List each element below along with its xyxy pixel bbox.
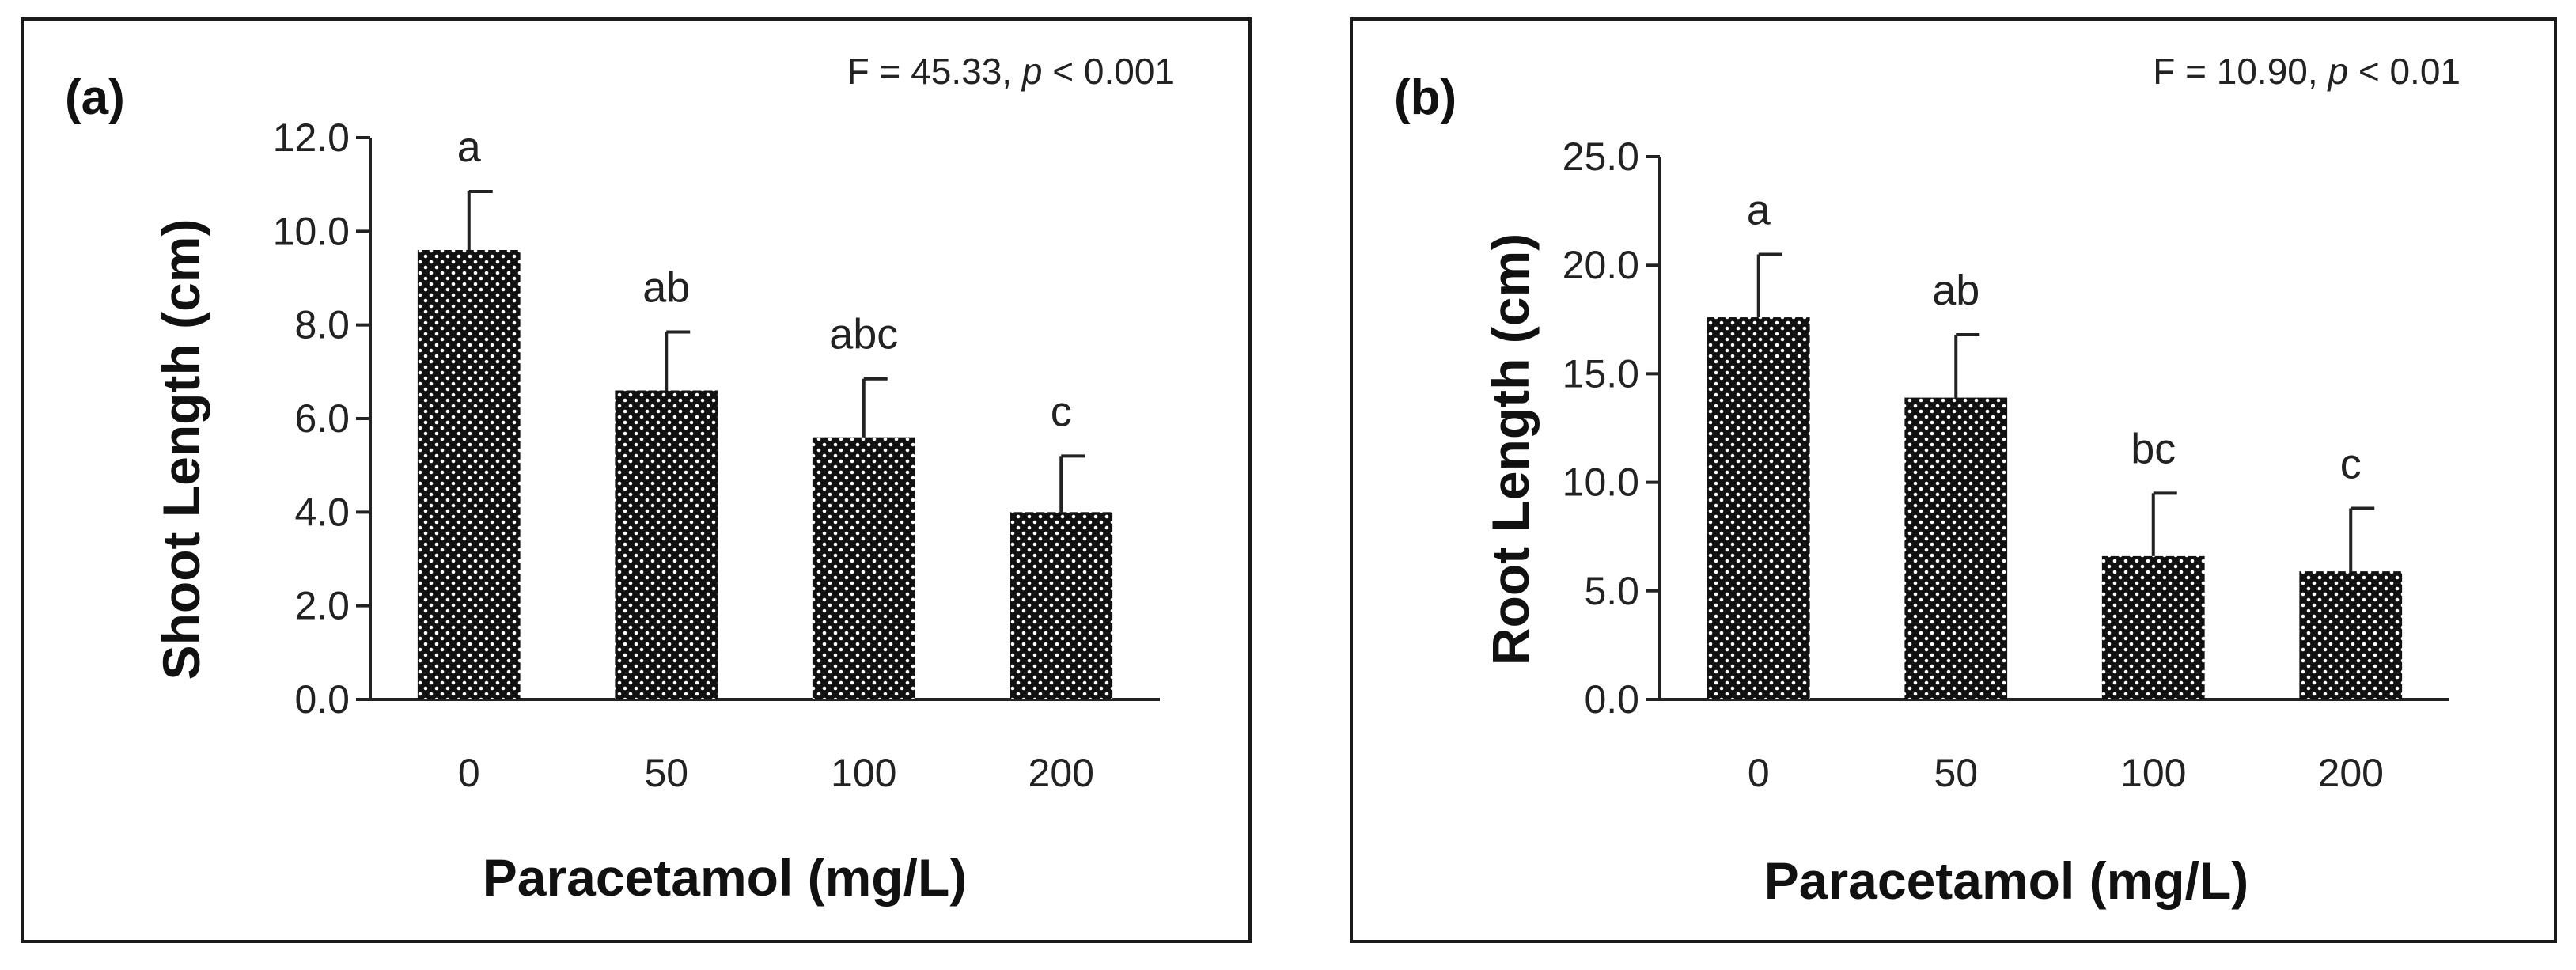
y-tick-label: 6.0 bbox=[294, 396, 350, 441]
x-axis-label: Paracetamol (mg/L) bbox=[1764, 851, 2249, 910]
bar bbox=[2299, 571, 2403, 699]
significance-letter: a bbox=[457, 123, 482, 171]
significance-letter: abc bbox=[829, 311, 898, 358]
x-tick-label: 0 bbox=[1748, 751, 1770, 795]
plot-area: 0.0 5.0 10.0 15.0 20.0 25.0 a 0 ab 50 bc 100 c 200 bbox=[1563, 135, 2449, 795]
bar bbox=[417, 250, 521, 699]
bar bbox=[1707, 317, 1810, 699]
significance-letter: ab bbox=[1932, 267, 1979, 314]
y-tick-label: 0.0 bbox=[294, 677, 350, 722]
y-tick-label: 10.0 bbox=[273, 209, 350, 253]
stat-annotation: F = 10.90, p < 0.01 bbox=[2153, 51, 2460, 92]
stat-p: p bbox=[2326, 51, 2348, 92]
y-tick-label: 15.0 bbox=[1563, 351, 1639, 396]
panel-label: (a) bbox=[65, 70, 125, 125]
chart-svg-b: (b) F = 10.90, p < 0.01 Root Length (cm)… bbox=[1394, 51, 2460, 910]
stat-annotation: F = 45.33, p < 0.001 bbox=[847, 51, 1175, 92]
y-tick-label: 0.0 bbox=[1584, 677, 1639, 722]
chart-panel-b: (b) F = 10.90, p < 0.01 Root Length (cm)… bbox=[1350, 17, 2557, 943]
y-tick-label: 12.0 bbox=[273, 116, 350, 160]
panel-label: (b) bbox=[1394, 70, 1457, 125]
x-tick-label: 50 bbox=[1934, 751, 1978, 795]
stat-f: F = 45.33, bbox=[847, 51, 1012, 92]
significance-letter: a bbox=[1747, 186, 1771, 233]
y-tick-label: 4.0 bbox=[294, 490, 350, 534]
y-tick-label: 8.0 bbox=[294, 303, 350, 347]
x-tick-label: 0 bbox=[458, 751, 480, 795]
x-tick-label: 200 bbox=[1029, 751, 1094, 795]
y-tick-label: 2.0 bbox=[294, 584, 350, 628]
chart-panel-a: (a) F = 45.33, p < 0.001 Shoot Length (c… bbox=[21, 17, 1252, 943]
significance-letter: bc bbox=[2131, 425, 2176, 472]
plot-area: 0.0 2.0 4.0 6.0 8.0 10.0 12.0 a 0 ab 50 abc 100 c 200 bbox=[273, 116, 1160, 795]
x-axis-label: Paracetamol (mg/L) bbox=[483, 848, 968, 907]
y-tick-label: 10.0 bbox=[1563, 460, 1639, 505]
y-tick-label: 20.0 bbox=[1563, 243, 1639, 287]
stat-p-value: < 0.01 bbox=[2358, 51, 2460, 92]
y-tick-label: 25.0 bbox=[1563, 135, 1639, 179]
significance-letter: c bbox=[1051, 388, 1072, 435]
significance-letter: c bbox=[2340, 441, 2362, 488]
bar bbox=[812, 437, 915, 699]
y-axis-label: Root Length (cm) bbox=[1481, 233, 1540, 665]
chart-svg-a: (a) F = 45.33, p < 0.001 Shoot Length (c… bbox=[65, 51, 1175, 907]
stat-p: p bbox=[1021, 51, 1043, 92]
significance-letter: ab bbox=[642, 264, 690, 312]
stat-f: F = 10.90, bbox=[2153, 51, 2317, 92]
x-tick-label: 100 bbox=[831, 751, 896, 795]
bar bbox=[2101, 555, 2205, 699]
bar bbox=[1010, 512, 1113, 699]
x-tick-label: 50 bbox=[644, 751, 688, 795]
bar bbox=[615, 390, 718, 699]
y-axis-label: Shoot Length (cm) bbox=[152, 219, 210, 680]
y-tick-label: 5.0 bbox=[1584, 569, 1639, 613]
stat-p-value: < 0.001 bbox=[1052, 51, 1175, 92]
bar bbox=[1904, 397, 2008, 699]
x-tick-label: 100 bbox=[2120, 751, 2186, 795]
x-tick-label: 200 bbox=[2318, 751, 2384, 795]
